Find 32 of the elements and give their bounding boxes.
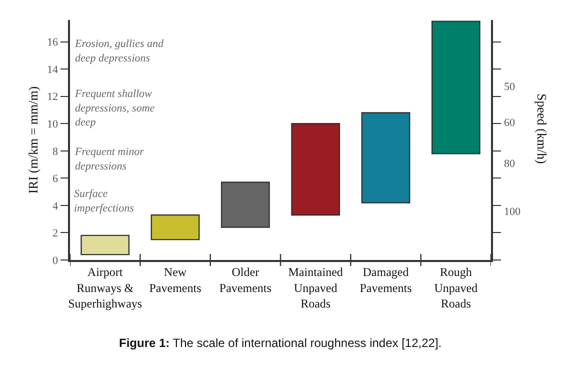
x-tick-label: Airport Runways & Superhighways xyxy=(68,265,142,310)
x-tick-label: Damaged Pavements xyxy=(360,265,412,295)
bar xyxy=(220,182,270,228)
y-tick-label: 14 xyxy=(47,64,59,76)
x-tick-label: Maintained Unpaved Roads xyxy=(288,265,343,310)
bar xyxy=(431,20,480,154)
y2-axis-title: Speed (km/h) xyxy=(534,93,550,164)
y-axis-title: IRI (m/km = mm/m) xyxy=(26,86,40,194)
annotation: Frequent shallow depressions, some deep xyxy=(74,88,155,129)
text: 100 xyxy=(504,206,521,218)
x-tick-label: New Pavements xyxy=(149,265,202,295)
y-tick-label: 0 xyxy=(52,254,59,267)
x-tick-label: Rough Unpaved Roads xyxy=(434,265,478,310)
y-tick-label: 2 xyxy=(52,228,58,240)
y-tick-label: 6 xyxy=(52,173,59,186)
text: 50 xyxy=(504,81,516,93)
annotation: Erosion, gullies and deep depressions xyxy=(74,38,164,64)
x-tick-label: Older Pavements xyxy=(219,265,272,295)
y-tick-label: 4 xyxy=(52,200,59,212)
y-tick-label: 12 xyxy=(47,91,58,104)
bar xyxy=(150,214,200,240)
annotation: Frequent minor depressions xyxy=(74,146,145,172)
text: 80 xyxy=(504,158,516,170)
y-tick-label: 8 xyxy=(52,146,59,158)
y-tick-label: 10 xyxy=(47,118,59,130)
bar xyxy=(361,112,410,204)
bar xyxy=(291,123,340,216)
y-tick-label: 16 xyxy=(47,36,59,49)
bar xyxy=(80,234,130,256)
annotation: Surface imperfections xyxy=(74,188,134,214)
caption: Figure 1: The scale of international roughness index [12,22]. xyxy=(119,336,442,350)
text: 60 xyxy=(504,117,516,129)
